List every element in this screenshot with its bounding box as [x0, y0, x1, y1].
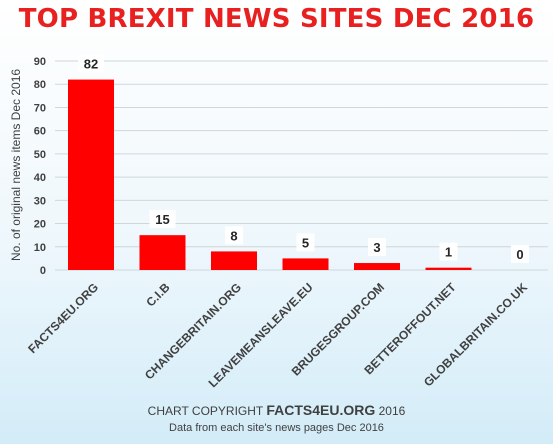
data-label-box — [296, 233, 315, 252]
y-tick-label: 50 — [34, 149, 46, 161]
data-label: 8 — [230, 228, 237, 243]
data-label-box — [78, 54, 104, 73]
data-label-box — [225, 226, 243, 245]
y-tick-label: 10 — [34, 242, 46, 254]
copyright-year: 2016 — [378, 404, 406, 418]
x-tick-label: FACTS4EU.ORG — [25, 280, 101, 356]
data-label: 1 — [445, 245, 452, 260]
y-axis-label: No. of original news items Dec 2016 — [9, 69, 23, 261]
data-label-box — [368, 238, 386, 257]
y-tick-label: 0 — [40, 265, 46, 277]
bar — [282, 258, 329, 270]
chart-title: TOP BREXIT NEWS SITES DEC 2016 — [18, 4, 535, 34]
copyright-line: CHART COPYRIGHT FACTS4EU.ORG 2016 — [0, 402, 553, 418]
y-tick-label: 30 — [34, 195, 46, 207]
bar — [425, 267, 472, 270]
data-label-box — [149, 210, 176, 229]
bar — [211, 251, 257, 270]
data-source-note: Data from each site's news pages Dec 201… — [169, 422, 384, 434]
y-tick-label: 70 — [34, 102, 46, 114]
y-tick-label: 80 — [34, 79, 46, 91]
bar — [68, 79, 114, 270]
copyright-brand: FACTS4EU.ORG — [266, 402, 376, 418]
data-labels: 82 15 8 5 3 1 0 — [78, 54, 529, 263]
copyright-prefix: CHART COPYRIGHT — [147, 404, 264, 418]
data-label: 5 — [302, 235, 309, 250]
bar — [354, 263, 400, 270]
data-label-box — [511, 245, 529, 263]
data-label: 0 — [516, 247, 523, 262]
x-tick-label: C.I.B — [143, 280, 172, 309]
bars — [68, 79, 472, 270]
y-tick-label: 20 — [34, 219, 46, 231]
y-tick-label: 60 — [34, 126, 46, 138]
x-tick-labels: FACTS4EU.ORG C.I.BCHANGEBRITAIN.ORGLEAVEM… — [25, 280, 530, 390]
data-label: 82 — [84, 57, 98, 72]
data-label: 15 — [155, 212, 169, 227]
y-tick-labels: 0 10 20 30 40 50 60 70 80 90 — [34, 56, 46, 277]
bar — [139, 235, 186, 270]
data-label-box — [439, 242, 458, 261]
y-tick-label: 90 — [34, 56, 46, 68]
y-tick-label: 40 — [34, 172, 46, 184]
data-label: 3 — [373, 240, 380, 255]
